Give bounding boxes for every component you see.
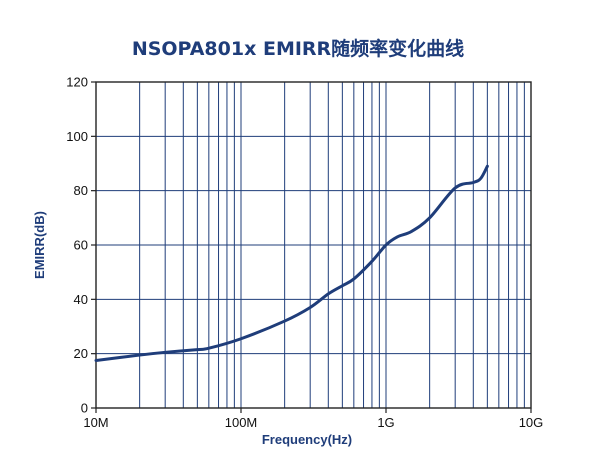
x-tick-label: 100M [225, 415, 258, 430]
y-tick-labels: 0 20 40 60 80 100 120 [66, 75, 96, 416]
y-axis-label: EMIRR(dB) [32, 211, 47, 279]
x-tick-labels: 10M 100M 1G 10G [83, 408, 543, 430]
grid-lines [96, 82, 531, 408]
x-tick-label: 10M [83, 415, 108, 430]
emirr-series-line [94, 164, 489, 362]
y-tick-label: 20 [74, 346, 88, 361]
y-tick-label: 120 [66, 75, 88, 90]
x-tick-label: 1G [377, 415, 394, 430]
y-tick-label: 40 [74, 292, 88, 307]
y-tick-label: 100 [66, 129, 88, 144]
chart-title: NSOPA801x EMIRR随频率变化曲线 [132, 37, 464, 60]
x-tick-label: 10G [519, 415, 544, 430]
y-tick-label: 60 [74, 238, 88, 253]
y-tick-label: 80 [74, 183, 88, 198]
x-axis-label: Frequency(Hz) [262, 432, 352, 447]
y-tick-label: 0 [81, 401, 88, 416]
